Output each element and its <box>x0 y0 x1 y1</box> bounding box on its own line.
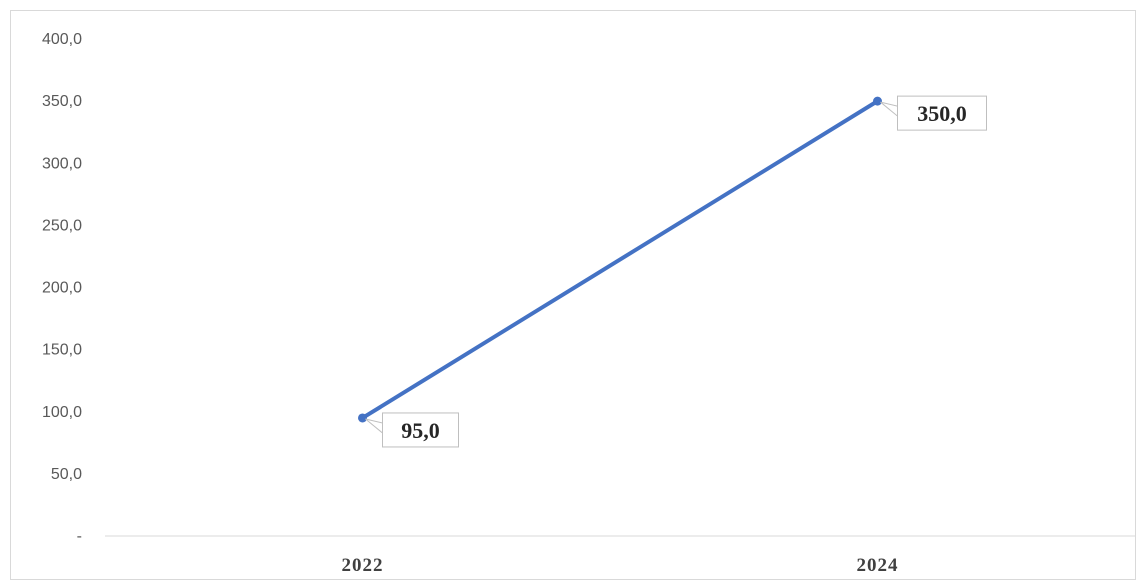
y-tick-label: 250,0 <box>42 217 82 234</box>
y-tick-label: 50,0 <box>51 466 82 483</box>
y-axis: - 50,0 100,0 150,0 200,0 250,0 300,0 350,0 400,0 <box>42 31 82 545</box>
data-point <box>873 96 882 106</box>
y-tick-label: 300,0 <box>42 155 82 172</box>
callout-pointer <box>365 418 383 435</box>
y-tick-label: 150,0 <box>42 342 82 359</box>
callout-box <box>897 95 987 131</box>
y-tick-label: 200,0 <box>42 280 82 297</box>
data-point <box>358 413 367 423</box>
data-label: 350,0 <box>917 101 967 126</box>
data-label-layer: 95,0 350,0 <box>365 95 987 448</box>
data-label-callout: 95,0 <box>365 412 459 448</box>
x-tick-label: 2022 <box>342 555 384 576</box>
y-tick-label: 100,0 <box>42 404 82 421</box>
y-tick-label: 350,0 <box>42 93 82 110</box>
series-line <box>360 99 880 420</box>
callout-pointer <box>880 101 898 118</box>
x-tick-label: 2024 <box>857 555 899 576</box>
callout-box <box>382 412 459 448</box>
data-label: 95,0 <box>401 418 440 443</box>
x-axis: 2022 2024 <box>342 555 899 576</box>
y-tick-label: 400,0 <box>42 31 82 48</box>
series-layer <box>358 96 882 423</box>
data-label-callout: 350,0 <box>880 95 987 131</box>
y-tick-label: - <box>77 528 82 545</box>
